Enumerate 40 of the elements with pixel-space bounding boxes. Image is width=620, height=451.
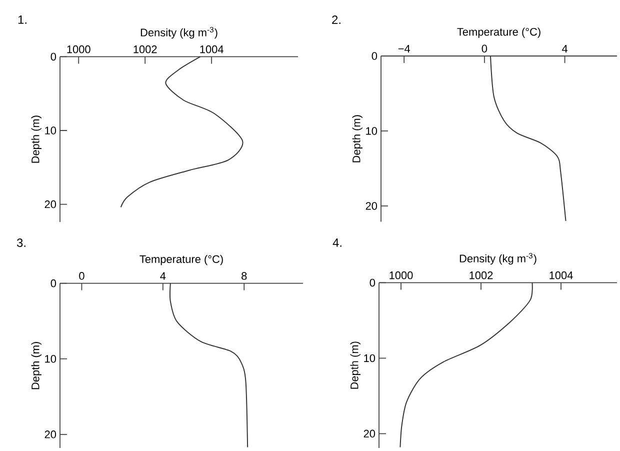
x-axis-title: Density (kg m$^{-3}$) xyxy=(460,252,536,265)
text: 1. xyxy=(18,16,26,24)
line-series xyxy=(400,282,533,448)
y-tick-label: 10 xyxy=(45,354,56,363)
x-tick-label: 0 xyxy=(79,272,84,280)
y-axis-title: Depth (m) xyxy=(31,116,42,163)
x-tick-label: 1000 xyxy=(390,271,413,280)
y-tick-label: 0 xyxy=(50,279,56,288)
x-axis-title: Temperature (°C) xyxy=(140,254,223,266)
x-axis-title: Temperature (°C) xyxy=(457,28,540,38)
text: 3. xyxy=(16,238,26,247)
y-tick-label: 0 xyxy=(50,52,56,61)
x-tick-label: 1004 xyxy=(200,45,224,54)
x-tick-label: 1002 xyxy=(470,271,493,280)
x-tick-label: 4 xyxy=(160,272,166,280)
line-series xyxy=(490,55,566,222)
line-series xyxy=(120,56,244,208)
y-axis-title: Depth (m) xyxy=(31,342,42,390)
text: 4. xyxy=(332,238,342,247)
x-axis-title: Density (kg m$^{-3}$) xyxy=(140,26,218,39)
x-tick-label: 1004 xyxy=(550,271,573,280)
y-tick-label: 10 xyxy=(364,354,376,362)
y-tick-label: 0 xyxy=(372,52,378,60)
y-tick-label: 10 xyxy=(366,127,378,135)
y-tick-label: 10 xyxy=(45,126,56,134)
y-tick-label: 20 xyxy=(364,430,376,438)
text: 2. xyxy=(332,16,340,24)
y-tick-label: 20 xyxy=(44,430,56,438)
x-tick-label: −4 xyxy=(398,44,410,52)
y-tick-label: 20 xyxy=(366,202,378,210)
y-axis-title: Depth (m) xyxy=(352,115,362,162)
x-tick-label: 8 xyxy=(242,272,247,280)
y-axis-title: Depth (m) xyxy=(350,342,360,389)
y-tick-label: 20 xyxy=(44,200,56,208)
x-tick-label: 1002 xyxy=(134,45,157,54)
x-tick-label: 0 xyxy=(482,44,488,52)
x-tick-label: 4 xyxy=(562,44,568,52)
line-series xyxy=(170,282,248,448)
x-tick-label: 1000 xyxy=(67,45,90,54)
y-tick-label: 0 xyxy=(370,278,376,287)
